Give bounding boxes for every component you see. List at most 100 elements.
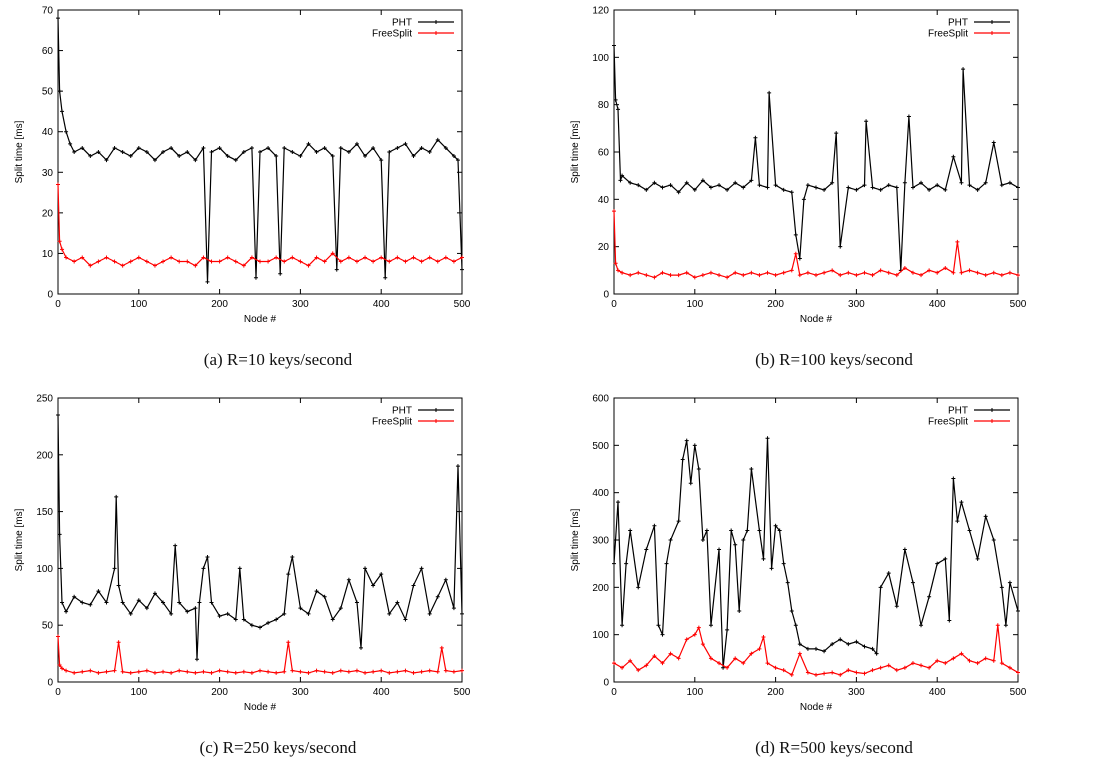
data-point [668, 183, 673, 188]
legend-label: FreeSplit [372, 29, 412, 40]
data-point [862, 183, 867, 188]
data-point [403, 617, 408, 622]
data-point [870, 646, 875, 651]
data-point [955, 239, 960, 244]
data-point [363, 566, 368, 571]
data-point [169, 255, 174, 260]
data-point [120, 669, 125, 674]
data-point [1007, 665, 1012, 670]
data-point [753, 135, 758, 140]
data-point [919, 623, 924, 628]
data-point [878, 665, 883, 670]
data-point [999, 183, 1004, 188]
data-point [991, 140, 996, 145]
data-point [749, 270, 754, 275]
data-point [822, 270, 827, 275]
data-point [96, 589, 101, 594]
data-point [935, 183, 940, 188]
data-point [120, 600, 125, 605]
y-tick-label: 0 [47, 290, 53, 301]
data-point [443, 577, 448, 582]
y-tick-label: 0 [47, 678, 53, 689]
data-point [700, 642, 705, 647]
data-point [854, 670, 859, 675]
data-point [60, 247, 65, 252]
data-point [136, 145, 141, 150]
data-point [419, 259, 424, 264]
data-point [282, 669, 287, 674]
data-point [733, 542, 738, 547]
data-point [789, 672, 794, 677]
data-point [919, 663, 924, 668]
data-point [761, 556, 766, 561]
data-point [886, 663, 891, 668]
data-point [56, 182, 60, 187]
data-point [935, 658, 940, 663]
data-point [680, 457, 685, 462]
data-point [660, 661, 665, 666]
data-point [443, 668, 448, 673]
data-point [322, 594, 327, 599]
data-point [717, 183, 722, 188]
series-line [57, 414, 463, 660]
data-point [793, 251, 798, 256]
data-point [363, 255, 368, 260]
data-point [68, 141, 73, 146]
data-point [112, 566, 117, 571]
data-point [290, 255, 295, 260]
series-line [57, 18, 463, 282]
data-point [935, 270, 940, 275]
data-point [88, 602, 93, 607]
data-point [814, 185, 818, 190]
data-point [894, 273, 899, 278]
data-point [636, 668, 641, 673]
data-point [278, 271, 283, 276]
data-point [455, 158, 460, 163]
data-point [773, 665, 778, 670]
series-line [613, 438, 1019, 668]
y-tick-label: 10 [42, 249, 54, 260]
data-point [822, 671, 827, 676]
legend-marker [434, 20, 438, 24]
data-point [395, 145, 400, 150]
data-point [411, 670, 416, 675]
data-point [451, 606, 456, 611]
data-point [403, 668, 408, 673]
data-point [128, 670, 133, 675]
data-point [801, 197, 806, 202]
data-point [789, 190, 794, 195]
data-point [193, 606, 198, 611]
data-point [64, 129, 69, 134]
data-point [57, 89, 62, 94]
data-point [346, 150, 351, 154]
data-point [636, 183, 641, 188]
data-point [144, 606, 149, 611]
data-point [757, 646, 762, 651]
data-point [152, 158, 157, 163]
data-point [314, 255, 319, 260]
data-point [765, 661, 770, 666]
data-point [88, 263, 93, 268]
data-point [72, 670, 77, 675]
data-point [749, 651, 754, 656]
x-tick-label: 100 [686, 299, 703, 310]
data-point [870, 185, 875, 190]
series-line [613, 45, 1019, 271]
data-point [781, 561, 786, 566]
data-point [136, 255, 141, 260]
data-point [624, 561, 629, 566]
data-point [725, 275, 730, 280]
data-point [717, 547, 722, 552]
data-point [64, 255, 69, 260]
data-point [205, 555, 210, 560]
data-point [209, 150, 214, 154]
x-axis-label: Node # [800, 702, 833, 713]
data-point [185, 150, 190, 154]
data-point [830, 268, 835, 273]
data-point [136, 598, 141, 603]
x-tick-label: 0 [55, 687, 61, 698]
x-tick-label: 100 [130, 687, 147, 698]
data-point [233, 158, 238, 163]
data-point [789, 609, 794, 613]
y-axis-label: Split time [ms] [14, 508, 25, 571]
